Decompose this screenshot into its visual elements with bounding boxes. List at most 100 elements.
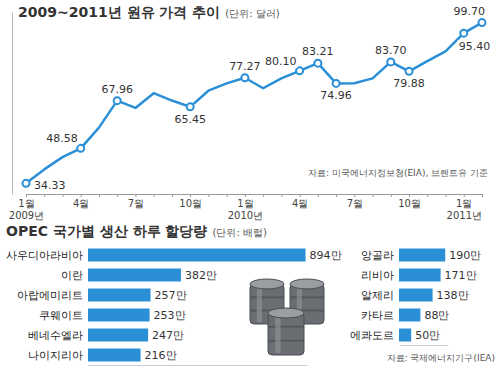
- category-tick: 카타르: [361, 309, 394, 322]
- barrel-body: [268, 313, 304, 355]
- point: [23, 180, 30, 187]
- data-label: 253만: [154, 309, 186, 322]
- x-tick-mark: [391, 194, 392, 197]
- data-label: 48.58: [46, 132, 78, 145]
- data-label: 34.33: [34, 179, 66, 192]
- x-tick-mark: [245, 194, 246, 197]
- x-tick-label: 4월: [73, 198, 89, 209]
- barrel-top: [268, 308, 304, 318]
- x-tick-label-line: 7월: [128, 198, 144, 209]
- x-tick-mark: [318, 194, 319, 197]
- x-tick-label-line: 2010년: [228, 210, 263, 221]
- x-tick-label-line: 4월: [292, 198, 308, 209]
- point: [387, 58, 394, 65]
- x-tick-mark: [81, 194, 82, 197]
- price-line: [26, 23, 482, 184]
- data-labels: 34.3348.5867.9665.4577.2780.1083.2174.96…: [33, 5, 491, 193]
- value-axis: [400, 345, 449, 346]
- x-tick-mark: [354, 194, 355, 197]
- category-tick: 베네수엘라: [28, 329, 83, 342]
- label-patch: [173, 113, 207, 126]
- x-tick: [427, 194, 428, 197]
- x-tick-label-line: 1월: [456, 198, 472, 209]
- x-tick: 7월: [128, 194, 144, 209]
- data-label: 83.21: [302, 45, 334, 58]
- x-tick: [44, 194, 45, 197]
- category-label: 쿠웨이트: [39, 309, 83, 322]
- value-axis: [89, 365, 308, 366]
- value-axis-line: [89, 365, 308, 366]
- category-label: 리비아: [361, 269, 394, 282]
- category-label: 알제리: [361, 289, 394, 302]
- barrel: [268, 308, 304, 355]
- x-tick: [281, 194, 282, 197]
- value-axis-line: [400, 345, 449, 346]
- category-label: 카타르: [361, 309, 394, 322]
- x-tick: [318, 194, 319, 197]
- x-tick-mark: [172, 194, 173, 197]
- x-tick-mark: [464, 194, 465, 197]
- category-tick: 리비아: [361, 269, 394, 282]
- x-tick: [117, 194, 118, 197]
- barrel-ring: [290, 296, 324, 298]
- point: [77, 145, 84, 152]
- data-label: 138만: [437, 289, 469, 302]
- x-tick-mark: [44, 194, 45, 197]
- data-label: 80.10: [265, 55, 297, 68]
- point: [314, 60, 321, 67]
- label-patch: [301, 45, 335, 58]
- label-patch: [100, 83, 134, 96]
- point: [241, 74, 248, 81]
- x-tick-mark: [227, 194, 228, 197]
- bar: [399, 289, 433, 302]
- label-patch: [264, 55, 298, 68]
- x-tick: [263, 194, 264, 197]
- bar: [88, 349, 141, 362]
- x-tick-label-line: 2009년: [9, 210, 44, 221]
- point: [187, 103, 194, 110]
- data-label: 65.45: [174, 113, 206, 126]
- x-tick-mark: [281, 194, 282, 197]
- x-tick: [391, 194, 392, 197]
- data-label: 216만: [145, 349, 177, 362]
- subtitle: (단위: 배럴): [213, 227, 267, 238]
- data-label: 74.96: [320, 89, 352, 102]
- title: OPEC 국가별 생산 하루 할당량: [6, 223, 208, 239]
- marks: [23, 19, 486, 187]
- label-patch: [453, 5, 487, 18]
- data-label: 79.88: [393, 77, 425, 90]
- x-tick-label: 10월: [398, 198, 421, 209]
- x-tick: [208, 194, 209, 197]
- barrel-top: [250, 279, 284, 289]
- x-axis: 1월2009년4월7월10월1월2010년4월7월10월1월2011년: [9, 194, 483, 221]
- x-tick-mark: [409, 194, 410, 197]
- data-label: 83.70: [375, 44, 407, 57]
- point: [296, 67, 303, 74]
- x-tick-mark: [154, 194, 155, 197]
- category-tick: 아랍에미리트: [17, 289, 83, 302]
- category-tick: 이란: [61, 269, 83, 282]
- title: 2009~2011년 원유 가격 추이: [18, 4, 220, 20]
- point: [406, 68, 413, 75]
- label-patch: [458, 40, 492, 53]
- data-label: 171만: [445, 269, 477, 282]
- x-tick-mark: [99, 194, 100, 197]
- barrel-ring: [250, 296, 284, 298]
- barrel-shine: [257, 286, 262, 322]
- x-tick-mark: [117, 194, 118, 197]
- point: [333, 80, 340, 87]
- category-label: 베네수엘라: [28, 329, 83, 342]
- data-label: 50만: [415, 329, 440, 342]
- x-tick-mark: [373, 194, 374, 197]
- x-tick: 10월: [398, 194, 421, 209]
- x-tick: [373, 194, 374, 197]
- y-axis-line: [12, 13, 13, 195]
- source: 자료: 미국에너지정보청(EIA), 브렌트유 기준: [308, 168, 488, 178]
- category-tick: 사우디아라비아: [6, 249, 83, 262]
- x-tick-mark: [208, 194, 209, 197]
- bars: [88, 249, 306, 362]
- category-label: 나이지리아: [28, 349, 83, 362]
- x-tick-label-line: 1월: [237, 198, 253, 209]
- x-tick: [336, 194, 337, 197]
- category-label: 아랍에미리트: [17, 289, 83, 302]
